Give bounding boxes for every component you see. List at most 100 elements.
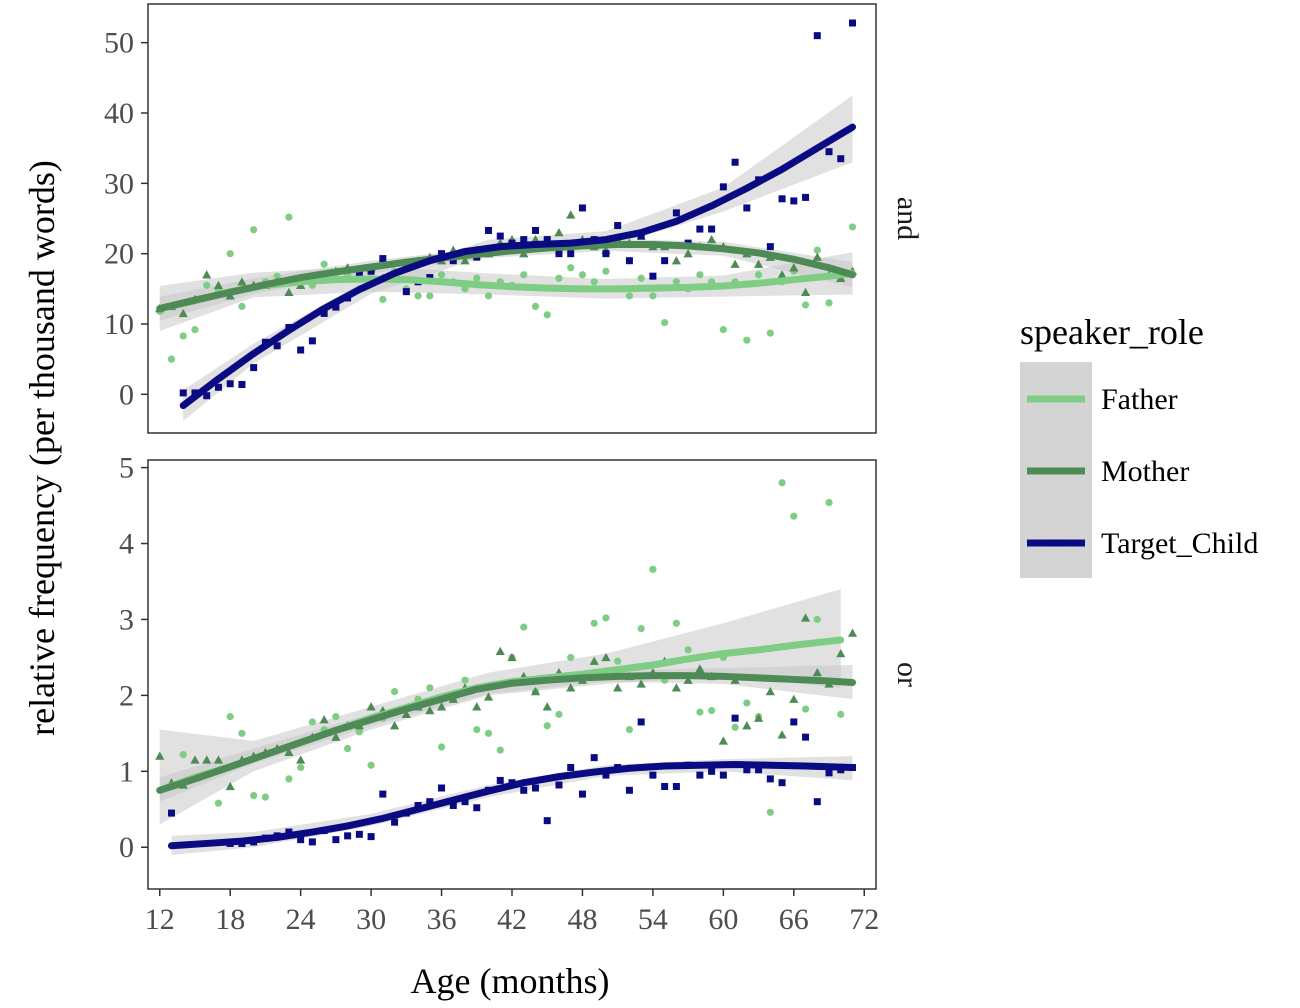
point-father (437, 743, 446, 751)
point-target_child (637, 718, 645, 726)
point-father (273, 272, 281, 280)
point-target_child (285, 828, 293, 836)
point-father (661, 318, 669, 327)
point-father (226, 713, 234, 721)
point-mother (589, 656, 599, 665)
point-father (226, 250, 234, 258)
point-father (297, 763, 305, 772)
point-target_child (379, 255, 387, 263)
point-mother (178, 308, 188, 318)
point-target_child (414, 801, 422, 809)
point-mother (753, 259, 764, 268)
point-mother (202, 270, 212, 279)
point-mother (765, 686, 775, 696)
point-mother (213, 280, 224, 289)
point-target_child (391, 818, 399, 826)
point-father (719, 326, 727, 334)
point-father (578, 271, 587, 279)
point-mother (530, 686, 541, 696)
point-father (543, 722, 551, 730)
point-father (637, 274, 645, 282)
point-mother (237, 277, 247, 286)
point-mother (566, 210, 576, 219)
point-father (743, 336, 751, 344)
point-father (672, 278, 680, 286)
x-tick-label: 72 (849, 903, 879, 936)
legend-key-point (1052, 467, 1060, 475)
point-target_child (438, 784, 446, 792)
fit-line-mother (156, 672, 857, 794)
point-mother (507, 652, 517, 662)
point-father (778, 479, 786, 487)
y-tick-label: 0 (119, 378, 134, 411)
point-target_child (578, 204, 586, 212)
point-target_child (438, 250, 446, 258)
point-target_child (555, 781, 563, 789)
legend-title: speaker_role (1020, 312, 1204, 352)
point-father (473, 274, 481, 282)
point-father (649, 565, 657, 573)
point-mother (812, 252, 822, 261)
point-target_child (473, 804, 481, 812)
point-target_child (402, 288, 410, 296)
point-father (649, 292, 657, 300)
point-target_child (355, 830, 363, 838)
point-father (320, 260, 328, 268)
point-father (672, 619, 680, 627)
point-target_child (555, 250, 563, 258)
point-mother (554, 227, 564, 237)
point-father (308, 718, 316, 726)
point-target_child (320, 309, 328, 317)
point-father (203, 281, 211, 289)
point-mother (472, 702, 482, 711)
fit-line-target_child (179, 123, 857, 410)
point-father (766, 808, 774, 816)
point-target_child (167, 809, 175, 817)
facet-label-or: or (891, 662, 924, 687)
point-father (520, 623, 528, 631)
ci-band-father (159, 589, 841, 825)
point-father (250, 226, 258, 234)
point-target_child (496, 776, 504, 784)
point-target_child (297, 836, 305, 844)
x-tick-label: 18 (215, 903, 245, 936)
point-father (531, 302, 540, 311)
point-target_child (614, 222, 622, 230)
point-father (743, 699, 751, 707)
point-target_child (344, 832, 352, 840)
point-father (426, 684, 434, 692)
point-target_child (543, 236, 551, 244)
point-target_child (813, 32, 821, 40)
y-axis-title: relative frequency (per thousand words) (22, 160, 62, 736)
point-mother (730, 259, 740, 268)
point-mother (190, 755, 200, 764)
point-target_child (802, 733, 810, 741)
point-father (250, 792, 258, 800)
legend-label: Mother (1101, 455, 1189, 488)
point-father (238, 729, 246, 737)
point-target_child (590, 754, 598, 762)
point-father (813, 246, 821, 254)
point-father (484, 729, 493, 737)
point-mother (202, 755, 212, 764)
point-mother (707, 234, 717, 244)
point-target_child (696, 225, 704, 233)
point-father (590, 278, 598, 286)
facet-label-and: and (891, 197, 924, 240)
point-target_child (461, 798, 469, 806)
legend-entry-mother: Mother (1027, 455, 1189, 488)
point-father (555, 274, 563, 282)
point-target_child (485, 226, 493, 234)
point-mother (436, 702, 447, 711)
point-target_child (649, 771, 657, 779)
x-tick-label: 60 (708, 903, 738, 936)
point-father (461, 676, 469, 684)
panel-border (147, 3, 877, 434)
point-mother (483, 692, 494, 701)
point-target_child (778, 195, 786, 203)
point-target_child (379, 790, 387, 798)
point-mother (331, 732, 341, 741)
point-target_child (367, 833, 375, 841)
